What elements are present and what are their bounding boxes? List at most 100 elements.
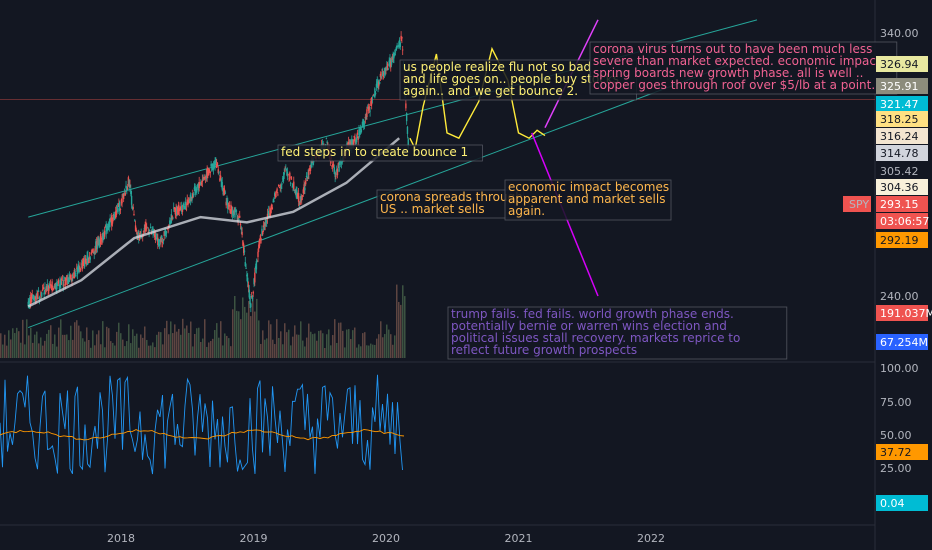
candle-body — [244, 262, 246, 267]
volume-bar — [154, 347, 156, 358]
volume-bar — [138, 347, 140, 358]
oscillator-tag: 50.00 — [880, 429, 912, 442]
candle-body — [278, 187, 281, 188]
volume-bar — [130, 343, 132, 358]
volume-bar — [120, 333, 122, 358]
volume-bar — [314, 333, 316, 358]
candle-body — [390, 58, 393, 65]
volume-bar — [384, 334, 386, 358]
candle-body — [221, 182, 223, 190]
candle-body — [97, 238, 99, 245]
candle-body — [227, 202, 229, 209]
candle-body — [59, 280, 61, 287]
annotation-bull-case-line: corona virus turns out to have been much… — [593, 42, 872, 56]
candle-body — [234, 210, 236, 218]
price-tag: 325.91 — [876, 78, 928, 94]
candle-body — [204, 177, 206, 179]
candle-body — [233, 210, 235, 214]
candle-body — [370, 101, 372, 107]
price-tag-text: 321.47 — [880, 98, 919, 111]
volume-bar — [278, 337, 280, 358]
volume-bar — [344, 347, 346, 358]
candle-body — [367, 106, 370, 111]
volume-bar — [286, 332, 288, 358]
candle-body — [211, 166, 213, 172]
candle-body — [195, 188, 197, 192]
candle-body — [169, 220, 171, 225]
candle-body — [253, 278, 255, 285]
volume-bar — [270, 324, 272, 358]
volume-bar — [114, 345, 116, 358]
volume-bar — [90, 347, 92, 358]
candle-body — [38, 297, 41, 299]
candle-body — [55, 284, 57, 290]
candle-body — [183, 203, 185, 208]
candle-body — [45, 292, 47, 294]
candle-body — [158, 244, 161, 246]
candle-body — [385, 68, 387, 70]
candle-body — [274, 193, 277, 198]
candle-body — [308, 168, 311, 171]
candle-body — [396, 46, 398, 48]
candle-body — [118, 202, 120, 207]
volume-bar — [56, 346, 58, 358]
volume-bar — [288, 329, 290, 358]
candle-body — [395, 47, 398, 51]
candle-body — [35, 294, 37, 299]
candle-body — [124, 192, 126, 196]
volume-bar — [242, 297, 244, 358]
candle-body — [354, 137, 356, 143]
candle-body — [267, 210, 270, 215]
price-tag-text: 316.24 — [880, 130, 919, 143]
candle-body — [193, 187, 196, 190]
candle-body — [146, 227, 149, 229]
candle-body — [400, 35, 402, 40]
volume-bar — [334, 319, 336, 358]
price-tag: 191.037M — [876, 305, 932, 321]
volume-bar — [170, 321, 172, 358]
candle-body — [218, 172, 220, 174]
volume-bar — [6, 345, 8, 358]
volume-bar — [386, 324, 388, 358]
candle-body — [107, 223, 110, 230]
candle-body — [77, 264, 80, 268]
candle-body — [331, 165, 333, 167]
volume-bar — [342, 330, 344, 358]
volume-bar — [176, 331, 178, 358]
candle-body — [180, 209, 182, 211]
candle-body — [134, 219, 136, 221]
candle-body — [364, 116, 367, 119]
volume-bar — [260, 343, 262, 358]
candle-body — [119, 209, 122, 210]
volume-bar — [222, 345, 224, 358]
candle-body — [280, 187, 282, 188]
candle-body — [99, 234, 102, 245]
volume-bar — [160, 332, 162, 358]
candle-body — [347, 143, 349, 146]
candle-body — [191, 196, 193, 201]
candle-body — [178, 208, 180, 212]
volume-bar — [238, 311, 240, 358]
sma-line — [27, 137, 401, 308]
volume-bar — [228, 338, 230, 358]
candle-body — [153, 233, 156, 238]
candle-body — [40, 291, 42, 297]
candle-body — [103, 230, 106, 237]
volume-bar — [236, 310, 238, 358]
candle-body — [41, 289, 44, 291]
candle-body — [164, 230, 166, 236]
price-tag-text: 304.36 — [880, 181, 919, 194]
candle-body — [188, 197, 190, 204]
candle-body — [268, 213, 270, 217]
candle-body — [332, 163, 334, 167]
volume-bar — [290, 345, 292, 358]
candle-body — [219, 178, 221, 181]
candle-body — [173, 207, 175, 209]
candle-body — [305, 180, 307, 185]
candle-body — [227, 205, 230, 207]
candle-body — [333, 167, 336, 174]
volume-bar — [230, 346, 232, 358]
candle-body — [51, 281, 53, 291]
volume-bar — [198, 327, 200, 358]
